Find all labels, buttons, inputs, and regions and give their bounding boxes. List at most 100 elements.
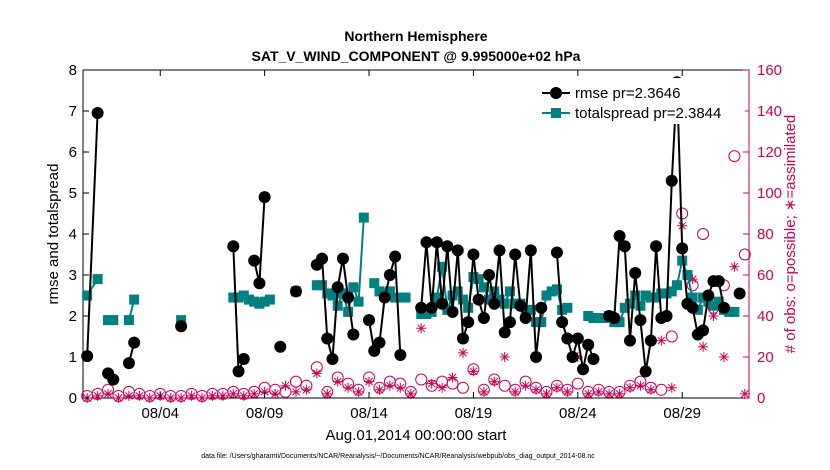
rmse-point	[519, 312, 532, 325]
totalspread-point	[348, 282, 359, 293]
rmse-point	[634, 314, 647, 327]
totalspread-point	[322, 288, 333, 299]
y-left-tick-label: 4	[69, 226, 77, 243]
totalspread-point	[562, 302, 573, 313]
obs-assimilated-point	[374, 384, 385, 395]
rmse-point	[441, 240, 454, 253]
obs-assimilated-point	[739, 388, 750, 399]
totalspread-point	[624, 298, 635, 309]
totalspread-point	[421, 308, 432, 319]
legend-rmse-marker	[550, 87, 562, 99]
y-left-tick-label: 0	[69, 390, 77, 407]
obs-possible-point	[571, 377, 584, 390]
totalspread-point	[708, 300, 719, 311]
rmse-point	[331, 281, 344, 294]
rmse-point	[676, 242, 689, 255]
obs-assimilated-point	[426, 378, 437, 389]
obs-series	[81, 150, 751, 403]
rmse-point	[582, 338, 595, 351]
obs-assimilated-point	[708, 311, 719, 321]
obs-assimilated-point	[332, 376, 343, 387]
totalspread-point	[593, 313, 604, 324]
obs-possible-point	[456, 381, 469, 394]
y-right-tick-label: 100	[757, 185, 782, 202]
totalspread-point	[630, 290, 641, 301]
plot-frame	[82, 69, 750, 399]
rmse-point	[81, 350, 94, 363]
rmse-point	[420, 236, 433, 249]
rmse-point	[336, 252, 349, 265]
legend-box	[537, 78, 745, 124]
totalspread-point	[677, 255, 688, 266]
obs-assimilated-point	[499, 352, 510, 362]
totalspread-point	[504, 286, 515, 297]
obs-assimilated-point	[593, 386, 604, 397]
totalspread-point	[259, 296, 270, 307]
rmse-point	[665, 174, 678, 187]
obs-assimilated-point	[645, 384, 656, 395]
rmse-point	[571, 332, 584, 345]
rmse-point	[686, 301, 699, 314]
data-file-footnote: data file: /Users/gharamti/Documents/NCA…	[201, 453, 595, 460]
rmse-point	[451, 244, 464, 257]
totalspread-point	[249, 296, 260, 307]
rmse-point	[556, 316, 569, 329]
totalspread-point	[463, 302, 474, 313]
totalspread-point	[531, 317, 542, 328]
totalspread-point	[431, 292, 442, 303]
y-left-tick-label: 2	[69, 308, 77, 325]
totalspread-point	[447, 290, 458, 301]
rmse-point	[415, 301, 428, 314]
x-tick-label: 08/04	[141, 405, 179, 422]
obs-assimilated-point	[123, 390, 134, 401]
rmse-point	[467, 248, 480, 261]
rmse-point	[316, 252, 329, 265]
rmse-point	[347, 328, 360, 341]
totalspread-point	[546, 286, 557, 297]
obs-assimilated-point	[677, 220, 688, 231]
totalspread-point	[437, 261, 448, 272]
y-right-tick-label: 60	[757, 267, 774, 284]
totalspread-point	[327, 290, 338, 301]
obs-assimilated-point	[103, 388, 114, 399]
axes: 08/04 08/09 08/14 08/19 08/24 08/290123456780…	[69, 62, 782, 422]
plot-area	[82, 69, 750, 399]
obs-assimilated-point	[238, 390, 249, 401]
obs-possible-point	[738, 248, 751, 261]
rmse-point	[514, 299, 527, 312]
totalspread-point	[614, 317, 625, 328]
obs-assimilated-point	[176, 393, 187, 403]
rmse-point	[326, 353, 339, 366]
rmse-point	[289, 285, 302, 298]
totalspread-point	[92, 274, 103, 285]
obs-assimilated-point	[165, 393, 176, 403]
x-tick-label: 08/29	[663, 405, 701, 422]
y-left-tick-label: 5	[69, 185, 77, 202]
rmse-point	[472, 293, 485, 306]
obs-assimilated-point	[447, 372, 458, 383]
rmse-point	[378, 291, 391, 304]
totalspread-point	[583, 311, 594, 321]
y-right-tick-label: 0	[757, 390, 765, 407]
obs-assimilated-point	[416, 323, 427, 334]
rmse-point	[639, 365, 652, 378]
obs-assimilated-point	[217, 390, 228, 401]
totalspread-point	[254, 298, 265, 309]
totalspread-point	[390, 292, 401, 303]
rmse-point	[237, 353, 250, 366]
obs-assimilated-point	[614, 388, 625, 399]
chart-title: Northern Hemisphere	[344, 28, 487, 44]
rmse-point	[644, 334, 657, 347]
rmse-point	[321, 332, 334, 345]
rmse-point	[430, 236, 443, 249]
rmse-point	[462, 316, 475, 329]
rmse-point	[342, 291, 355, 304]
obs-assimilated-point	[551, 382, 562, 393]
rmse-point	[577, 363, 590, 376]
rmse-point	[629, 266, 642, 279]
x-tick-label: 08/14	[350, 405, 388, 422]
rmse-point	[436, 297, 449, 310]
rmse-point	[498, 326, 511, 339]
rmse-point	[561, 332, 574, 345]
rmse-point	[446, 305, 459, 318]
